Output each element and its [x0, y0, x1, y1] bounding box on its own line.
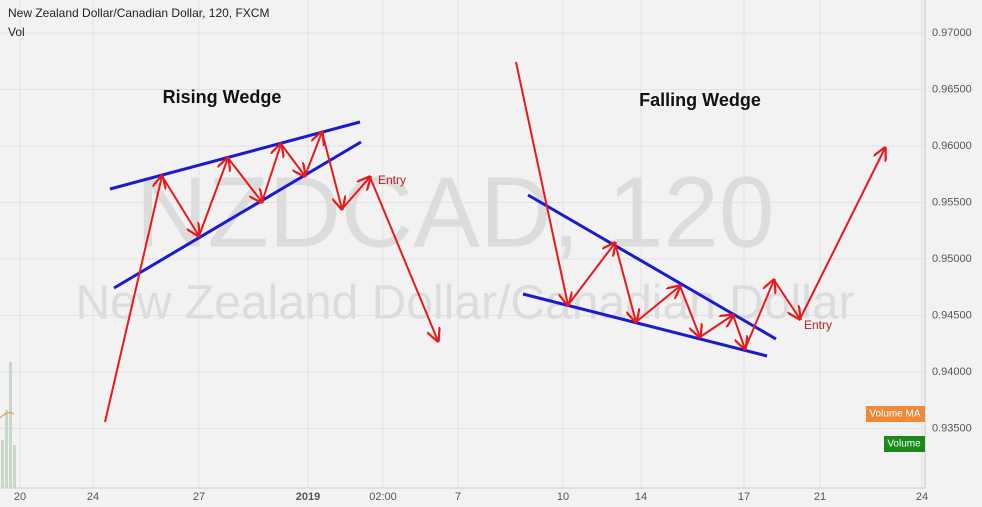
- arrows: [104, 61, 885, 423]
- x-tick-label: 21: [814, 491, 826, 503]
- arrow: [635, 286, 680, 323]
- badge-label: Volume: [887, 439, 921, 450]
- arrow: [321, 131, 342, 209]
- y-tick-label: 0.94000: [932, 366, 972, 378]
- arrow: [732, 314, 745, 349]
- annotation: Rising Wedge: [163, 87, 282, 107]
- x-tick-label: 24: [87, 491, 99, 503]
- x-tick-label: 14: [635, 491, 647, 503]
- y-tick-label: 0.93500: [932, 422, 972, 434]
- volume-ma-line: [0, 412, 15, 419]
- watermark-description: New Zealand Dollar/Canadian Dollar: [75, 277, 854, 330]
- arrow: [261, 144, 281, 203]
- badge: [884, 436, 925, 452]
- arrow: [341, 177, 370, 210]
- x-tick-label: 17: [738, 491, 750, 503]
- y-tick-label: 0.94500: [932, 309, 972, 321]
- y-tick-label: 0.96000: [932, 140, 972, 152]
- arrow: [744, 280, 774, 350]
- x-tick-label: 20: [14, 491, 26, 503]
- watermark-symbol: NZDCAD, 120: [135, 156, 774, 268]
- x-tick-label: 24: [916, 491, 928, 503]
- indicator-label: Vol: [8, 25, 25, 39]
- arrow: [227, 157, 262, 202]
- arrow: [699, 315, 733, 338]
- arrow: [369, 176, 438, 341]
- y-tick-label: 0.96500: [932, 83, 972, 95]
- x-tick-label: 2019: [296, 491, 320, 503]
- arrow: [280, 143, 305, 176]
- arrow: [198, 158, 228, 237]
- badge-label: Volume MA: [869, 409, 920, 420]
- badge: [866, 406, 925, 422]
- annotation: Falling Wedge: [639, 90, 761, 110]
- arrow: [614, 242, 636, 322]
- arrow: [567, 243, 615, 306]
- annotation: Entry: [378, 173, 406, 187]
- arrow: [304, 132, 322, 177]
- grid: [0, 32, 925, 429]
- arrow: [161, 175, 199, 236]
- arrow: [799, 148, 885, 320]
- y-tick-label: 0.97000: [932, 27, 972, 39]
- arrow: [515, 61, 568, 305]
- x-tick-label: 10: [557, 491, 569, 503]
- axis-labels: 0.97000 0.96500 0.96000 0.95500 0.95000 0.945…: [14, 27, 972, 503]
- x-tick-label: 02:00: [369, 491, 397, 503]
- y-tick-label: 0.95500: [932, 196, 972, 208]
- x-tick-label: 7: [455, 491, 461, 503]
- annotation: Entry: [804, 318, 832, 332]
- wedge-line: [113, 140, 362, 290]
- chart-title: New Zealand Dollar/Canadian Dollar, 120,…: [8, 6, 269, 20]
- arrow: [679, 285, 700, 337]
- volume-bars: [1, 362, 16, 488]
- arrow: [104, 176, 162, 423]
- arrow: [773, 279, 800, 319]
- y-tick-label: 0.95000: [932, 253, 972, 265]
- x-tick-label: 27: [193, 491, 205, 503]
